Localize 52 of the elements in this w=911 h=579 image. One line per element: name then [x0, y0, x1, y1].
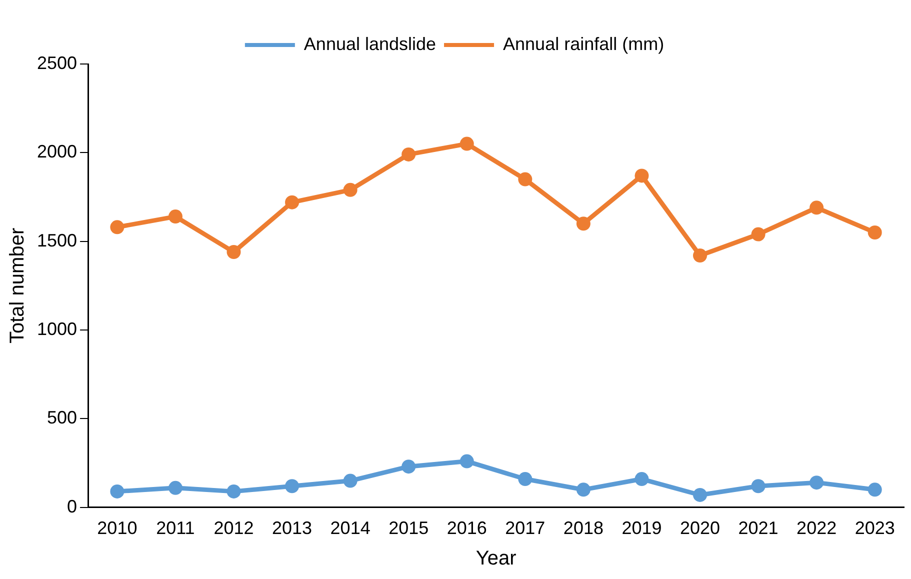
point — [226, 245, 241, 259]
point — [285, 479, 300, 494]
x-tick-label: 2021 — [738, 518, 778, 538]
x-tick-label: 2018 — [563, 518, 604, 538]
point — [576, 482, 590, 497]
y-tick-label: 1500 — [36, 230, 78, 250]
x-axis-title: Year — [476, 548, 517, 570]
x-tick-label: 2010 — [97, 518, 138, 538]
point — [226, 484, 241, 498]
x-tick-label: 2020 — [680, 518, 720, 538]
x-tick-label: 2016 — [446, 518, 487, 538]
point — [576, 216, 590, 231]
point — [460, 454, 474, 468]
x-tick-label: 2014 — [330, 518, 370, 538]
x-tick-label: 2017 — [505, 518, 546, 538]
y-tick-label: 500 — [46, 408, 78, 428]
legend-label: Annual landslide — [304, 34, 436, 54]
point — [460, 136, 474, 151]
point — [168, 210, 182, 224]
y-tick-label: 0 — [67, 496, 78, 516]
y-tick-label: 2000 — [36, 142, 78, 162]
point — [693, 248, 708, 263]
point — [868, 482, 882, 497]
point — [285, 195, 300, 210]
point — [634, 472, 649, 486]
point — [518, 472, 532, 486]
point — [518, 172, 532, 186]
point — [168, 480, 182, 495]
point — [110, 220, 124, 234]
x-tick-label: 2013 — [272, 518, 312, 538]
y-tick-label: 2500 — [36, 52, 78, 73]
x-tick-label: 2019 — [622, 518, 662, 538]
point — [634, 168, 649, 183]
legend-label: Annual rainfall (mm) — [503, 34, 664, 54]
point — [343, 182, 358, 197]
point — [751, 479, 766, 494]
y-axis-title: Total number — [6, 228, 29, 344]
point — [693, 488, 708, 502]
x-tick-label: 2012 — [214, 518, 254, 538]
x-tick-label: 2023 — [854, 518, 895, 538]
point — [110, 484, 124, 498]
point — [868, 225, 882, 240]
point — [402, 147, 416, 162]
x-tick-label: 2015 — [388, 518, 429, 538]
point — [810, 476, 824, 490]
point — [810, 200, 824, 215]
point — [343, 474, 358, 488]
x-tick-label: 2022 — [796, 518, 837, 538]
x-tick-label: 2011 — [156, 518, 195, 538]
y-tick-label: 1000 — [36, 319, 78, 340]
point — [402, 460, 416, 474]
point — [751, 227, 766, 242]
